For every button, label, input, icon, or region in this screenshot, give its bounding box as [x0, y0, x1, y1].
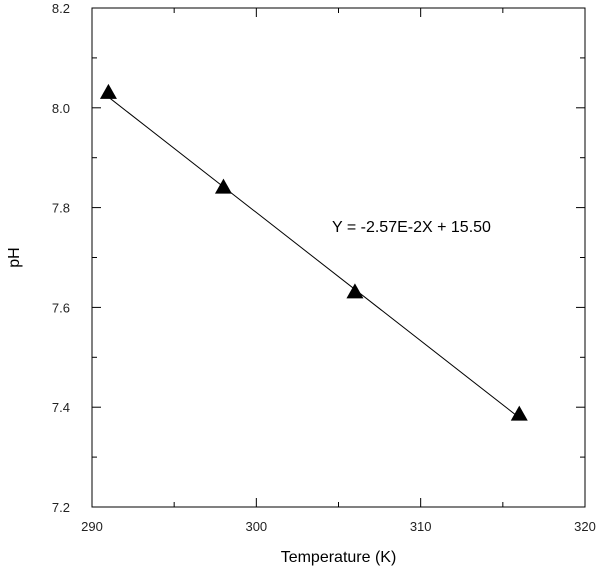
plot-frame: [91, 7, 586, 508]
x-tick-label: 320: [574, 519, 596, 534]
data-point-triangle: [510, 405, 528, 421]
fit-line: [108, 96, 520, 419]
axis-ticks: [91, 7, 586, 508]
fit-line-group: [108, 96, 520, 419]
y-axis-title: pH: [6, 247, 23, 267]
data-points: [99, 83, 528, 421]
y-tick-label: 7.4: [52, 400, 70, 415]
y-tick-label: 8.2: [52, 1, 70, 16]
x-axis-title: Temperature (K): [281, 549, 397, 566]
x-tick-label: 300: [245, 519, 267, 534]
data-point-triangle: [214, 178, 232, 194]
y-tick-label: 7.8: [52, 201, 70, 216]
y-tick-label: 8.0: [52, 101, 70, 116]
data-point-triangle: [346, 283, 364, 299]
data-point-triangle: [99, 83, 117, 99]
y-tick-label: 7.6: [52, 300, 70, 315]
tick-labels: 290 300 310 320 7.2 7.4 7.6 7.8 8.0 8.2: [52, 1, 596, 534]
x-tick-label: 310: [410, 519, 432, 534]
fit-equation-annotation: Y = -2.57E-2X + 15.50: [332, 219, 491, 236]
y-tick-label: 7.2: [52, 500, 70, 515]
x-tick-label: 290: [81, 519, 103, 534]
